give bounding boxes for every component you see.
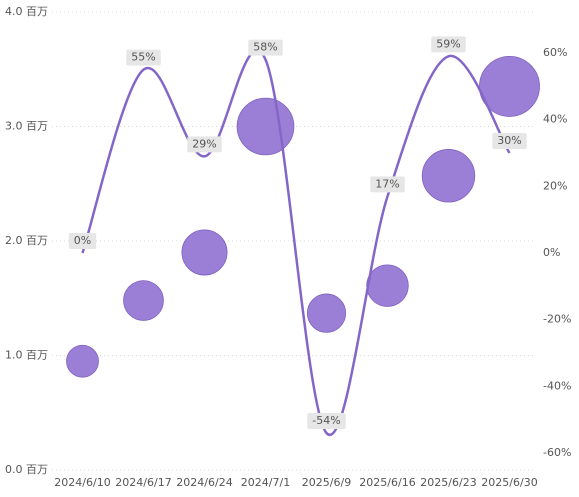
line	[81, 49, 511, 437]
y2-tick-label: 60%	[543, 46, 567, 59]
data-label-box	[248, 39, 283, 56]
bubble	[306, 293, 347, 333]
data-label-box	[370, 176, 405, 193]
bubble	[123, 280, 164, 321]
x-tick-label: 2025/6/23	[420, 476, 476, 489]
y-tick-label: 1.0 百万	[5, 349, 48, 362]
data-label-box	[68, 233, 97, 249]
data-label-box	[492, 133, 527, 149]
data-label: 30%	[497, 134, 521, 147]
data-label: 55%	[131, 51, 155, 64]
y-tick-label: 4.0 百万	[5, 5, 48, 18]
y2-tick-label: -20%	[543, 313, 571, 326]
y2-tick-label: 0%	[543, 246, 560, 259]
data-label: 58%	[253, 41, 277, 54]
data-label: 59%	[436, 37, 460, 50]
bubble	[479, 56, 540, 117]
data-label-box	[307, 413, 346, 429]
data-label-box	[126, 49, 161, 66]
bubble	[366, 264, 409, 307]
y2-tick-label: 20%	[543, 179, 567, 192]
data-label: -54%	[312, 414, 340, 427]
data-label: 29%	[192, 137, 216, 150]
bubble	[421, 149, 476, 203]
x-tick-label: 2024/7/1	[241, 476, 290, 489]
x-tick-label: 2024/6/17	[115, 476, 171, 489]
y2-tick-label: 40%	[543, 113, 567, 126]
x-tick-label: 2025/6/9	[302, 476, 351, 489]
data-label-box	[187, 136, 222, 153]
y2-tick-label: -40%	[543, 379, 571, 392]
x-tick-label: 2025/6/16	[359, 476, 415, 489]
y-tick-label: 3.0 百万	[5, 120, 48, 133]
bubble	[66, 344, 99, 378]
x-tick-label: 2024/6/24	[176, 476, 232, 489]
y2-tick-label: -60%	[543, 446, 571, 459]
data-label-box	[431, 36, 466, 53]
data-label: 0%	[74, 234, 91, 247]
y-tick-label: 2.0 百万	[5, 234, 48, 247]
bubble	[236, 97, 295, 156]
x-tick-label: 2025/6/30	[481, 476, 537, 489]
bubble	[181, 229, 228, 276]
y-tick-label: 0.0 百万	[5, 463, 48, 476]
data-label: 17%	[375, 177, 399, 190]
x-tick-label: 2024/6/10	[54, 476, 110, 489]
